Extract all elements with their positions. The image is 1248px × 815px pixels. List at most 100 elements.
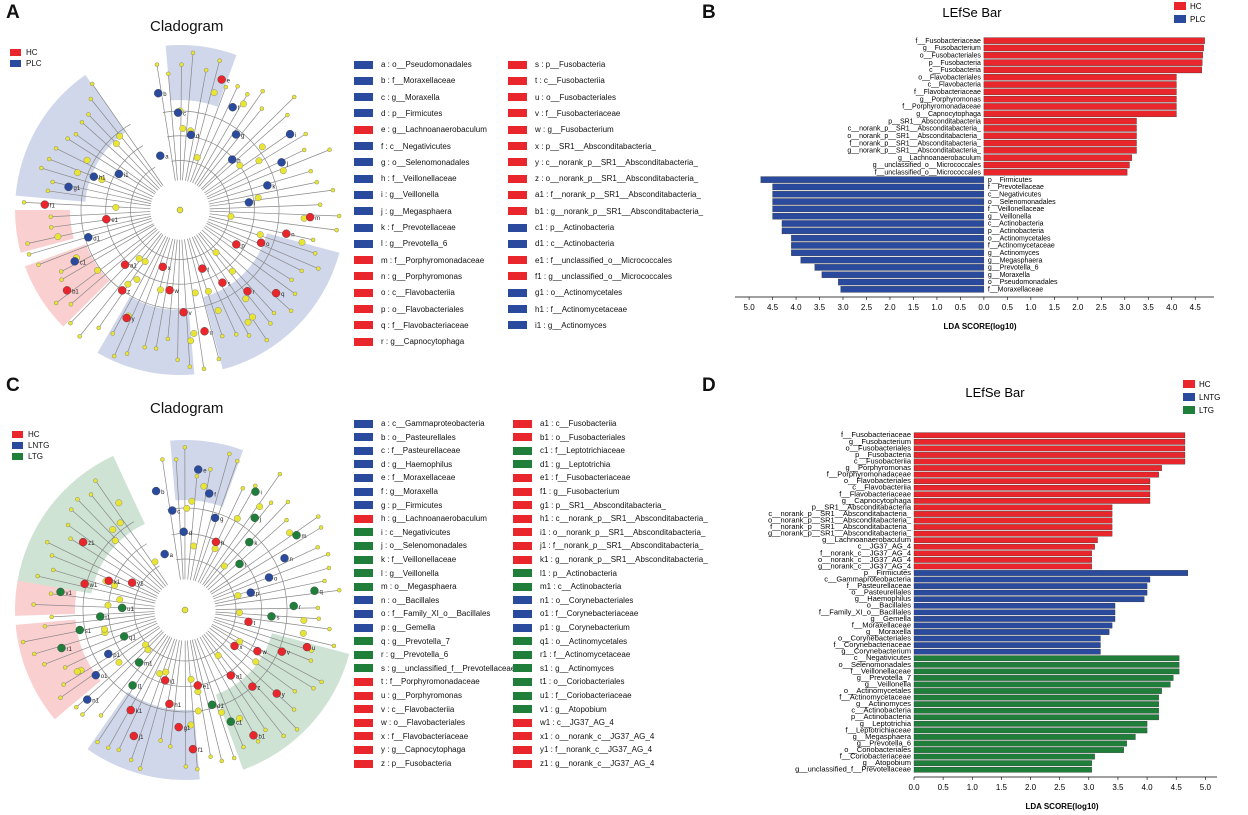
- key-label: u : g__Porphyromonas: [381, 691, 462, 700]
- key-label: q : f__Flavobacteriaceae: [381, 320, 469, 330]
- branch: [27, 216, 152, 244]
- branch: [187, 238, 220, 360]
- leaf-node: [326, 565, 332, 571]
- key-label: i : c__Negativicutes: [381, 527, 451, 537]
- key-item: j : g__Megasphaera: [354, 207, 452, 216]
- biomarker-node-label: c: [183, 112, 186, 118]
- bar-o-norank-p-sr1-absconditabacteria: [913, 517, 1113, 524]
- key-item: w : g__Fusobacterium: [508, 125, 614, 134]
- internal-node: [156, 670, 164, 677]
- bar-g-unclassified-f-prevotellaceae: [913, 766, 1092, 773]
- bar-label-f-veillonellaceae: f__Veillonellaceae: [988, 206, 1045, 213]
- clade-highlight: [15, 74, 126, 202]
- bar-label-f-unclassified-o-micrococcales: f__unclassified_o__Micrococcales: [875, 170, 982, 177]
- internal-node: [220, 562, 228, 570]
- biomarker-node: [235, 559, 244, 569]
- biomarker-node-label: l: [245, 563, 246, 569]
- bar-g-lachnoanaerobaculum: [913, 537, 1098, 544]
- key-item: u : o__Fusobacteriales: [508, 93, 616, 102]
- bar-p-fusobacteria: [913, 452, 1186, 458]
- leaf-node: [260, 88, 265, 94]
- key-swatch: [508, 174, 527, 183]
- bar-o-norank-p-sr1-absconditabacteria: [983, 132, 1137, 139]
- branch: [98, 234, 164, 329]
- biomarker-node-label: l1: [138, 684, 143, 690]
- branch: [53, 569, 156, 602]
- branch: [67, 524, 161, 593]
- branch: [51, 555, 157, 599]
- bar-label-g-capnocytophaga: g__Capnocytophaga: [916, 111, 981, 118]
- bar-label-g-moraxella: g__Moraxella: [988, 272, 1030, 279]
- branch: [44, 620, 157, 665]
- key-label: f1 : g__unclassified_o__Micrococcales: [535, 271, 672, 281]
- branch: [215, 607, 318, 610]
- bar-f-leptotrichiaceae: [913, 727, 1148, 734]
- leaf-node: [179, 62, 184, 67]
- x-axis-label: LDA SCORE(log10): [943, 322, 1016, 331]
- key-item: t1 : o__Coriobacteriales: [513, 677, 625, 686]
- clade-highlight: [15, 210, 74, 253]
- key-label: y : c__norank_p__SR1__Absconditabacteria…: [535, 157, 698, 167]
- key-item: b1 : g__norank_p__SR1__Absconditabacteri…: [508, 207, 703, 216]
- biomarker-node-label: p1: [113, 653, 120, 659]
- key-swatch: [508, 305, 527, 313]
- branch: [197, 488, 244, 583]
- bar-g-megasphaera: [800, 256, 985, 264]
- key-swatch: [354, 60, 373, 69]
- key-label: w1 : c__JG37_AG_4: [540, 718, 614, 728]
- key-item: f1 : g__unclassified_o__Micrococcales: [508, 272, 672, 281]
- bar-label-o-fusobacteriales: o__Fusobacteriales: [920, 52, 982, 59]
- leaf-node: [42, 662, 47, 667]
- key-item: r : g__Capnocytophaga: [354, 337, 464, 346]
- leaf-node: [21, 200, 27, 205]
- key-label: h1 : f__Actinomycetaceae: [535, 304, 628, 314]
- biomarker-node: [204, 489, 214, 498]
- biomarker-node: [245, 537, 254, 547]
- x-tick-label: 4.0: [790, 303, 802, 312]
- leaf-node: [327, 147, 332, 152]
- key-swatch: [513, 596, 532, 605]
- key-swatch: [508, 288, 527, 297]
- key-item: p : g__Gemella: [354, 623, 435, 632]
- biomarker-node: [186, 130, 196, 140]
- key-item: k1 : g__norank_p__SR1__Absconditabacteri…: [513, 555, 708, 564]
- biomarker-node: [280, 553, 289, 563]
- leaf-node: [49, 553, 55, 558]
- bar-label-c-fusobacteria: c__Fusobacteria: [929, 67, 981, 74]
- x-tick-label: 3.5: [814, 303, 826, 312]
- biomarker-node-label: y1: [137, 582, 144, 588]
- bar-f-corynebacteriaceae: [913, 642, 1101, 648]
- key-label: v : f__Fusobacteriaceae: [535, 108, 621, 118]
- key-label: d : g__Haemophilus: [381, 459, 453, 469]
- biomarker-node-label: u1: [127, 607, 134, 613]
- branch: [215, 611, 319, 620]
- biomarker-node: [96, 612, 105, 621]
- biomarker-node-label: w: [261, 650, 267, 656]
- biomarker-node: [114, 169, 124, 179]
- bar-c-negativicutes: [913, 655, 1180, 662]
- branch: [100, 633, 167, 716]
- leaf-node: [48, 214, 53, 219]
- bar-o-pasteurellales: [913, 589, 1148, 596]
- bar-label-o-actinomycetales: o__Actinomycetales: [988, 235, 1051, 242]
- biomarker-node-label: l: [254, 201, 255, 207]
- biomarker-node: [231, 130, 241, 139]
- internal-node: [214, 652, 222, 659]
- key-swatch: [354, 650, 373, 659]
- x-tick-label: 2.0: [884, 303, 896, 312]
- x-tick-label: 1.0: [931, 303, 943, 312]
- leaf-node: [217, 58, 222, 63]
- key-swatch: [354, 487, 373, 496]
- legend-item-hc: HC: [12, 429, 49, 440]
- key-swatch: [513, 732, 532, 741]
- biomarker-node: [228, 155, 237, 164]
- biomarker-node-label: v: [189, 311, 192, 317]
- biomarker-node: [129, 731, 138, 741]
- biomarker-node-label: q: [281, 292, 284, 298]
- bar-label-g-porphyromonas: g__Porphyromonas: [920, 96, 982, 103]
- biomarker-node-label: f: [238, 106, 240, 112]
- bar-p-sr1-absconditabacteria: [913, 504, 1113, 511]
- leaf-node: [175, 357, 180, 363]
- biomarker-node-label: z: [257, 686, 260, 692]
- branch: [208, 216, 314, 241]
